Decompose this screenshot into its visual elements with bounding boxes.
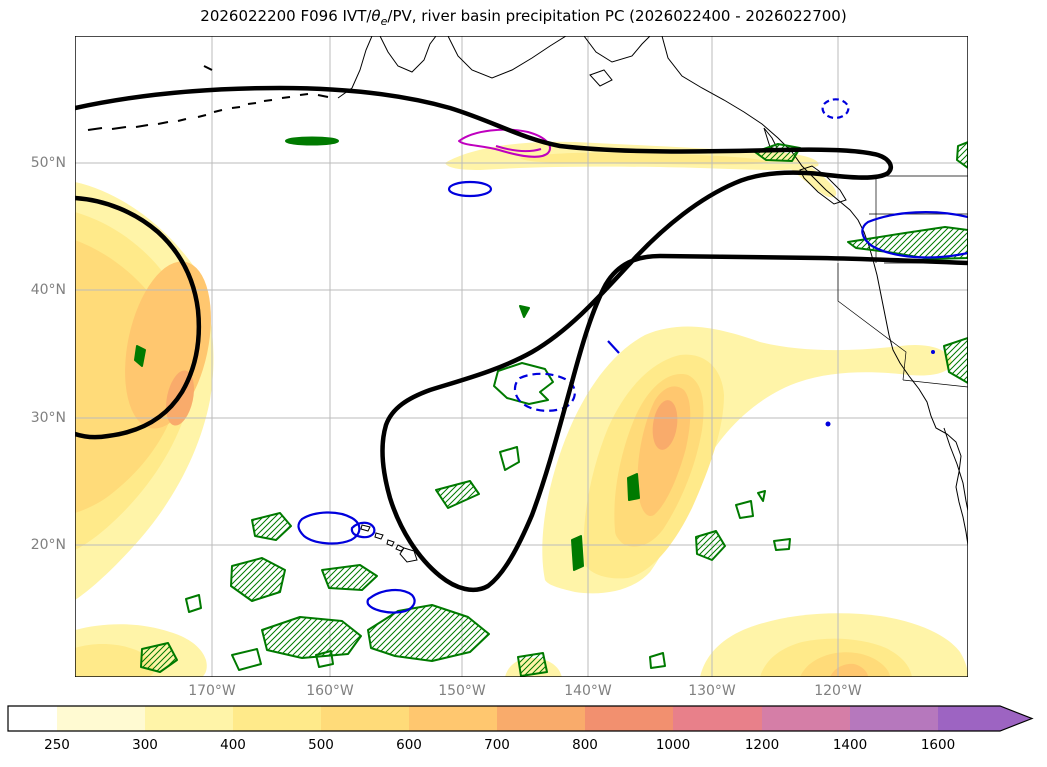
north-america-coastline (337, 36, 968, 546)
lat-tick-label: 30°N (30, 410, 66, 426)
pacific-islands (589, 69, 847, 205)
ivt-level-4 (125, 261, 868, 677)
map-plot (75, 36, 968, 677)
lon-tick-label: 130°W (688, 683, 736, 699)
colorbar-outline (7, 705, 1034, 732)
ivt-level-1 (75, 141, 968, 677)
lon-tick-label: 140°W (564, 683, 612, 699)
colorbar-tick-label: 250 (44, 737, 70, 753)
colorbar-tick-label: 500 (308, 737, 334, 753)
title-theta-symbol: θ (371, 7, 381, 25)
colorbar-tick-label: 800 (572, 737, 598, 753)
colorbar-tick-label: 600 (396, 737, 422, 753)
colorbar-extend-arrow (1000, 706, 1032, 731)
colorbar-tick-label: 1600 (920, 737, 956, 753)
coastlines (87, 36, 968, 563)
lon-tick-label: 170°W (188, 683, 236, 699)
lat-tick-label: 40°N (30, 282, 66, 298)
lat-tick-label: 20°N (30, 537, 66, 553)
colorbar-tick-label: 400 (220, 737, 246, 753)
lon-tick-label: 160°W (306, 683, 354, 699)
lat-tick-label: 50°N (30, 155, 66, 171)
colorbar-tick-label: 1400 (832, 737, 868, 753)
colorbar-tick-label: 700 (484, 737, 510, 753)
pv-contour-west (75, 195, 202, 440)
hawaiian-islands (360, 524, 418, 563)
figure-title: 2026022200 F096 IVT/θe/PV, river basin p… (0, 7, 1047, 28)
colorbar-tick-label: 300 (132, 737, 158, 753)
theta-e-contour (458, 128, 551, 158)
title-text-prefix: 2026022200 F096 IVT/ (200, 7, 372, 25)
lon-tick-label: 150°W (438, 683, 486, 699)
pv-contour (75, 85, 968, 593)
colorbar (7, 705, 1034, 732)
colorbar-tick-label: 1200 (744, 737, 780, 753)
ivt-shading (75, 141, 968, 677)
title-text-suffix: /PV, river basin precipitation PC (20260… (387, 7, 847, 25)
title-theta-subscript: e (380, 15, 388, 28)
colorbar-tick-label: 1000 (655, 737, 691, 753)
precip-pc-positive-contours (134, 136, 968, 677)
aleutian-islands (87, 65, 329, 131)
pv-contour-main (75, 85, 968, 593)
colorbar-segments (8, 706, 1032, 731)
graticule (75, 36, 968, 677)
lon-tick-label: 120°W (814, 683, 862, 699)
